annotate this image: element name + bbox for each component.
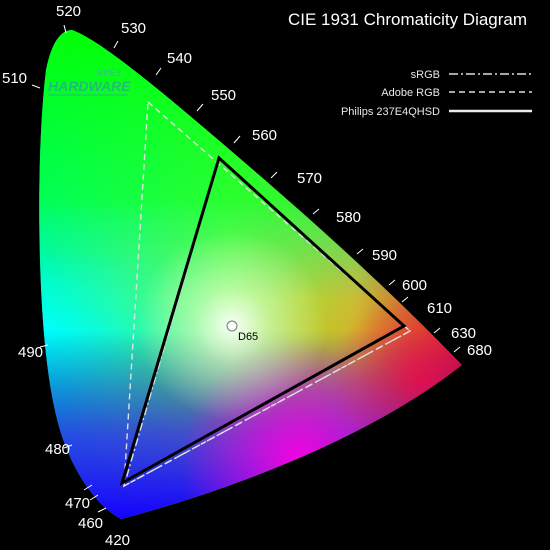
page-title: CIE 1931 Chromaticity Diagram xyxy=(288,10,527,29)
wavelength-tick-520 xyxy=(63,24,67,34)
wavelength-tick-600 xyxy=(388,279,396,286)
wavelength-label-580: 580 xyxy=(336,209,361,226)
wavelength-label-560: 560 xyxy=(252,127,277,144)
wavelength-tick-480 xyxy=(63,444,73,449)
wavelength-label-460: 460 xyxy=(78,515,103,532)
wavelength-label-610: 610 xyxy=(427,300,452,317)
wavelength-label-550: 550 xyxy=(211,87,236,104)
wavelength-tick-550 xyxy=(196,103,204,112)
wavelength-tick-580 xyxy=(312,208,320,215)
legend-label-adobe-rgb: Adobe RGB xyxy=(381,87,440,99)
d65-label: D65 xyxy=(238,331,258,343)
wavelength-tick-680 xyxy=(453,346,461,353)
legend-label-philips-237e4qhsd: Philips 237E4QHSD xyxy=(341,106,440,118)
wavelength-label-600: 600 xyxy=(402,277,427,294)
watermark-logo: SVĚT HARDWARE xyxy=(48,66,131,96)
wavelength-tick-590 xyxy=(356,248,364,255)
legend-label-srgb: sRGB xyxy=(411,69,440,81)
wavelength-label-470: 470 xyxy=(65,495,90,512)
wavelength-tick-460 xyxy=(89,494,99,501)
wavelength-label-490: 490 xyxy=(18,344,43,361)
wavelength-tick-420 xyxy=(97,507,107,513)
wavelength-label-480: 480 xyxy=(45,441,70,458)
wavelength-label-420: 420 xyxy=(105,532,130,549)
wavelength-tick-540 xyxy=(155,67,162,76)
wavelength-label-540: 540 xyxy=(167,50,192,67)
wavelength-ticks xyxy=(31,24,461,513)
wavelength-tick-490 xyxy=(39,344,49,348)
wavelength-label-590: 590 xyxy=(372,247,397,264)
wavelength-tick-630 xyxy=(433,327,441,334)
wavelength-tick-510 xyxy=(31,84,41,89)
wavelength-tick-470 xyxy=(83,484,93,491)
legend: sRGB Adobe RGB Philips 237E4QHSD xyxy=(341,69,532,118)
wavelength-tick-610 xyxy=(401,296,409,303)
wavelength-label-520: 520 xyxy=(56,3,81,20)
d65-white-point xyxy=(226,320,238,332)
wavelength-label-680: 680 xyxy=(467,342,492,359)
wavelength-tick-530 xyxy=(113,40,119,49)
wavelength-label-630: 630 xyxy=(451,325,476,342)
wavelength-tick-560 xyxy=(233,135,241,144)
wavelength-tick-570 xyxy=(270,171,278,179)
wavelength-label-530: 530 xyxy=(121,20,146,37)
wavelength-label-510: 510 xyxy=(2,70,27,87)
logo-line1: SVĚT xyxy=(96,66,123,79)
monitor-gamut-philips-237e4qhsd xyxy=(119,155,407,487)
logo-line2: HARDWARE xyxy=(48,78,131,94)
wavelength-label-570: 570 xyxy=(297,170,322,187)
